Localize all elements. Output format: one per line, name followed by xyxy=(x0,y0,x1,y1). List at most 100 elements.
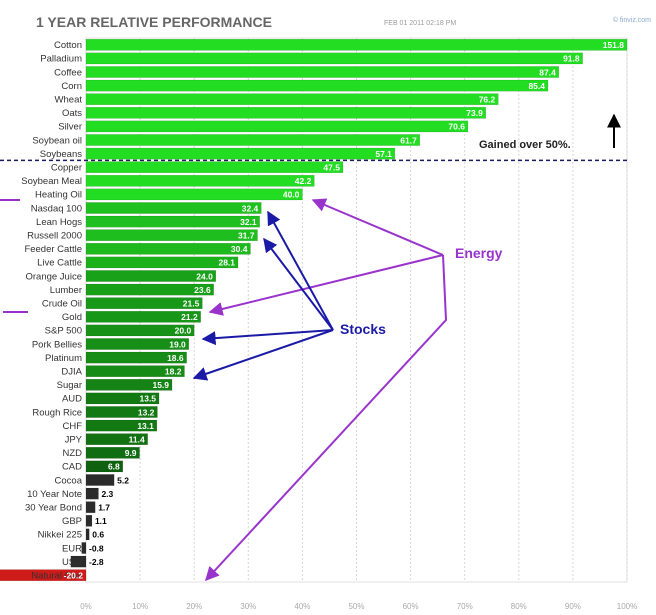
category-label-sugar: Sugar xyxy=(57,380,82,391)
category-label-palladium: Palladium xyxy=(40,54,82,65)
value-label-lumber: 23.6 xyxy=(194,285,211,295)
bar-natural-gas xyxy=(0,569,87,582)
value-label-soybean-meal: 42.2 xyxy=(295,176,312,186)
value-label-russell-2000: 31.7 xyxy=(238,231,255,241)
x-tick-label: 30% xyxy=(240,602,256,610)
category-label-aud: AUD xyxy=(62,394,82,405)
category-label-copper: Copper xyxy=(51,163,82,174)
category-label-nasdaq-100: Nasdaq 100 xyxy=(31,203,82,214)
category-label-lumber: Lumber xyxy=(50,285,82,296)
value-label-lean-hogs: 32.1 xyxy=(240,217,257,227)
category-label-orange-juice: Orange Juice xyxy=(25,271,82,282)
stocks-label: Stocks xyxy=(340,321,386,337)
value-label-10-year-note: 2.3 xyxy=(101,489,113,499)
bar-pork-bellies xyxy=(85,338,190,350)
bar-copper xyxy=(85,161,344,174)
category-label-russell-2000: Russell 2000 xyxy=(27,231,82,242)
category-label-eur: EUR xyxy=(62,543,82,554)
value-label-live-cattle: 28.1 xyxy=(218,258,235,268)
energy-arrow-crude-oil xyxy=(208,254,444,316)
value-label-cad: 6.8 xyxy=(108,462,120,472)
category-label-30-year-bond: 30 Year Bond xyxy=(25,503,82,514)
value-label-palladium: 91.8 xyxy=(563,54,580,64)
bar-s-p-500 xyxy=(85,324,195,337)
value-label-gbp: 1.1 xyxy=(95,516,107,526)
value-label-oats: 73.9 xyxy=(466,108,483,118)
bar-coffee xyxy=(85,66,560,78)
value-label-rough-rice: 13.2 xyxy=(138,407,155,417)
value-label-chf: 13.1 xyxy=(137,421,154,431)
bar-corn xyxy=(85,79,549,92)
x-tick-label: 100% xyxy=(617,602,637,610)
x-tick-label: 40% xyxy=(294,602,310,610)
category-label-gbp: GBP xyxy=(62,516,82,527)
value-label-soybean-oil: 61.7 xyxy=(400,135,417,145)
category-label-feeder-cattle: Feeder Cattle xyxy=(24,244,82,255)
stocks-arrow-russell xyxy=(263,237,334,331)
bar-oats xyxy=(85,106,487,119)
value-label-djia: 18.2 xyxy=(165,367,182,377)
bar-platinum xyxy=(85,351,187,364)
x-tick-label: 70% xyxy=(457,602,473,610)
value-label-pork-bellies: 19.0 xyxy=(169,339,186,349)
value-label-eur: -0.8 xyxy=(89,543,104,553)
x-tick-label: 80% xyxy=(511,602,527,610)
bar-gbp xyxy=(85,514,93,527)
bar-lean-hogs xyxy=(85,215,260,228)
category-label-rough-rice: Rough Rice xyxy=(32,407,82,418)
bar-10-year-note xyxy=(85,487,99,500)
bar-cotton xyxy=(85,38,628,51)
x-tick-label: 60% xyxy=(403,602,419,610)
bar-nzd xyxy=(85,446,140,459)
value-label-jpy: 11.4 xyxy=(129,435,145,445)
category-label-gold: Gold xyxy=(62,312,82,323)
bar-lumber xyxy=(85,283,214,296)
category-label-coffee: Coffee xyxy=(54,67,82,78)
bar-palladium xyxy=(85,52,583,65)
category-label-usd: USD xyxy=(62,557,82,568)
bar-soybeans xyxy=(85,147,396,160)
grid xyxy=(85,37,628,583)
category-label-natural-gas: Natural Gas xyxy=(31,571,82,582)
x-tick-label: 10% xyxy=(132,602,148,610)
value-label-nasdaq-100: 32.4 xyxy=(242,203,259,213)
category-label-cad: CAD xyxy=(62,462,82,473)
value-label-gold: 21.2 xyxy=(181,312,198,322)
category-label-djia: DJIA xyxy=(61,367,82,378)
x-tick-label: 0% xyxy=(80,602,92,610)
energy-label: Energy xyxy=(455,245,503,261)
energy-arrow-natural-gas xyxy=(205,254,448,582)
value-label-cotton: 151.8 xyxy=(603,40,625,50)
x-tick-label: 50% xyxy=(348,602,364,610)
bar-sugar xyxy=(85,378,173,391)
bar-soybean-meal xyxy=(85,174,315,187)
bar-silver xyxy=(85,120,469,133)
bar-chf xyxy=(85,419,158,432)
category-label-live-cattle: Live Cattle xyxy=(37,258,82,269)
bar-cocoa xyxy=(85,474,115,486)
value-label-s-p-500: 20.0 xyxy=(175,326,192,336)
value-label-natural-gas: -20.2 xyxy=(64,571,84,581)
category-label-nikkei-225: Nikkei 225 xyxy=(38,530,82,541)
bar-djia xyxy=(85,365,185,378)
value-label-orange-juice: 24.0 xyxy=(196,271,213,281)
bar-eur xyxy=(81,542,87,554)
bar-russell-2000 xyxy=(85,229,258,242)
value-label-platinum: 18.6 xyxy=(167,353,184,363)
category-labels: Cotton 151.8 Palladium 91.8 Coffee 87.4 Corn 85… xyxy=(21,40,624,581)
category-label-crude-oil: Crude Oil xyxy=(42,299,82,310)
energy-annotation: Energy xyxy=(0,198,503,582)
energy-arrow-heating-oil xyxy=(311,198,444,256)
stocks-annotation: Stocks xyxy=(192,210,386,381)
timestamp: FEB 01 2011 02:18 PM xyxy=(384,20,456,27)
bar-heating-oil xyxy=(85,188,303,201)
value-label-nzd: 9.9 xyxy=(125,448,137,458)
bars xyxy=(0,38,628,582)
value-label-copper: 47.5 xyxy=(323,163,340,173)
bar-wheat xyxy=(85,93,499,106)
bar-soybean-oil xyxy=(85,134,421,146)
value-label-30-year-bond: 1.7 xyxy=(98,503,110,513)
category-label-cocoa: Cocoa xyxy=(55,475,83,486)
bar-feeder-cattle xyxy=(85,242,251,255)
value-label-cocoa: 5.2 xyxy=(117,475,129,485)
